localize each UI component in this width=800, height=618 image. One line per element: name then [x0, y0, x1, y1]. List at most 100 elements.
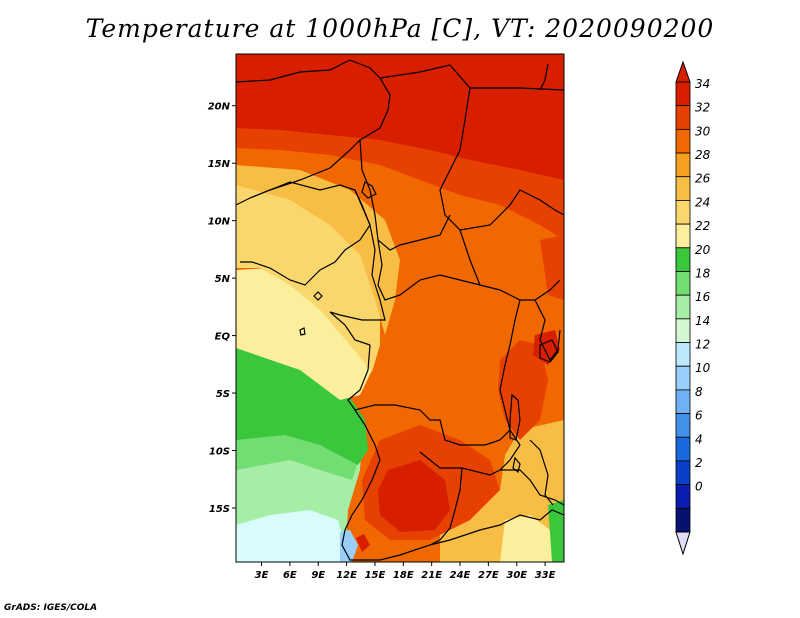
colorbar-label: 30 — [695, 124, 711, 138]
colorbar-label: 24 — [695, 195, 710, 209]
region-southwest-cyan — [236, 510, 352, 562]
colorbar-box — [675, 247, 691, 272]
colorbar-box — [675, 413, 691, 438]
region-green-southeast — [548, 500, 564, 562]
border-sudan — [459, 189, 564, 231]
lat-tick-label: 15N — [208, 159, 231, 170]
region-paleyellow-southeast — [500, 515, 560, 562]
region-amber-west — [236, 165, 400, 335]
colorbar-label: 18 — [695, 266, 711, 280]
colorbar-box — [675, 389, 691, 414]
border-car — [377, 239, 561, 301]
colorbar-label: 16 — [695, 290, 711, 304]
lon-tick-label: 18E — [393, 570, 414, 581]
colorbar-box — [675, 436, 691, 462]
lat-tick-label: 5S — [216, 389, 230, 400]
colorbar-box — [675, 81, 691, 107]
lat-tick-label: 5N — [215, 274, 231, 285]
colorbar-label: 0 — [695, 480, 703, 494]
colorbar-box — [675, 484, 691, 509]
colorbar-label: 28 — [695, 148, 711, 162]
lat-tick-label: 10S — [209, 447, 230, 458]
colorbar-box — [675, 200, 691, 225]
longitude-axis: 3E 6E 9E 12E 15E 18E 21E 24E 27E 30E 33E — [255, 562, 556, 581]
lon-tick-label: 27E — [478, 570, 499, 581]
border-nigeria — [240, 181, 371, 286]
lon-tick-label: 15E — [365, 570, 386, 581]
colorbar-box — [675, 223, 691, 249]
colorbar-box — [675, 507, 691, 533]
coast-gabon-island — [313, 291, 323, 301]
lon-tick-label: 33E — [535, 570, 556, 581]
footer-credit: GrADS: IGES/COLA — [4, 603, 98, 613]
colorbar-label: 2 — [695, 456, 703, 470]
border-northeast — [539, 63, 549, 91]
colorbar-label: 10 — [695, 361, 711, 375]
colorbar-box — [675, 460, 691, 486]
colorbar-label: 34 — [695, 77, 710, 91]
country-borders — [236, 59, 564, 561]
lon-tick-label: 24E — [450, 570, 471, 581]
colorbar-box — [675, 318, 691, 343]
region-ocean-green — [236, 345, 368, 465]
map-title: Temperature at 1000hPa [C], VT: 20200902… — [85, 14, 715, 43]
border-east-lakes — [534, 299, 561, 362]
region-red-north — [236, 54, 564, 180]
colorbar-box — [675, 152, 691, 178]
lake-tanganyika — [509, 393, 521, 441]
lat-tick-label: 15S — [209, 504, 230, 515]
colorbar-box — [675, 342, 691, 367]
colorbar-label: 22 — [695, 219, 710, 233]
lake-malawi — [512, 456, 521, 474]
border-congo — [347, 344, 511, 446]
lon-tick-label: 6E — [283, 570, 297, 581]
colorbar-over-triangle — [675, 60, 691, 83]
lon-tick-label: 9E — [311, 570, 325, 581]
border-north-2 — [379, 64, 564, 91]
coast-small-island — [299, 327, 306, 336]
colorbar-box — [675, 176, 691, 201]
border-east-2 — [529, 439, 554, 506]
lon-tick-label: 21E — [421, 570, 442, 581]
region-red-south — [378, 460, 450, 532]
border-cameroon — [329, 189, 386, 346]
colorbar-label: 14 — [695, 314, 710, 328]
colorbar-box — [675, 271, 691, 296]
colorbar-label: 4 — [695, 432, 703, 446]
border-north-3 — [439, 87, 481, 286]
colorbar-label: 8 — [695, 385, 703, 399]
lake-victoria — [539, 339, 559, 363]
border-south — [429, 509, 564, 546]
colorbar-label: 6 — [695, 409, 703, 423]
region-coast-blue — [340, 530, 358, 562]
border-chad-west — [359, 139, 451, 251]
colorbar-box — [675, 294, 691, 320]
colorbar-under-triangle — [675, 531, 691, 556]
lon-tick-label: 3E — [255, 570, 269, 581]
region-darkorange-north — [236, 125, 564, 240]
lat-tick-label: 20N — [208, 102, 231, 113]
lon-tick-label: 12E — [336, 570, 357, 581]
colorbar-box — [675, 105, 691, 130]
colorbar-box — [675, 365, 691, 391]
border-drc-east — [499, 299, 521, 471]
lon-tick-label: 30E — [506, 570, 527, 581]
latitude-axis: 20N 15N 10N 5N EQ 5S 10S 15S — [208, 102, 236, 515]
lat-tick-label: EQ — [215, 332, 231, 343]
border-north-1 — [236, 59, 391, 206]
colorbar-label: 26 — [695, 172, 711, 186]
colorbar-label: 12 — [695, 338, 710, 352]
temperature-field — [236, 54, 564, 562]
border-angola — [341, 409, 463, 561]
region-darkorange-east — [540, 235, 564, 300]
colorbar-label: 20 — [695, 243, 711, 257]
lake-chad — [361, 181, 377, 199]
map-frame — [235, 53, 565, 563]
border-zambia — [461, 467, 564, 506]
colorbar-label: 32 — [695, 101, 710, 115]
colorbar-box — [675, 128, 691, 154]
region-red-coast — [356, 534, 370, 552]
lat-tick-label: 10N — [208, 217, 231, 228]
